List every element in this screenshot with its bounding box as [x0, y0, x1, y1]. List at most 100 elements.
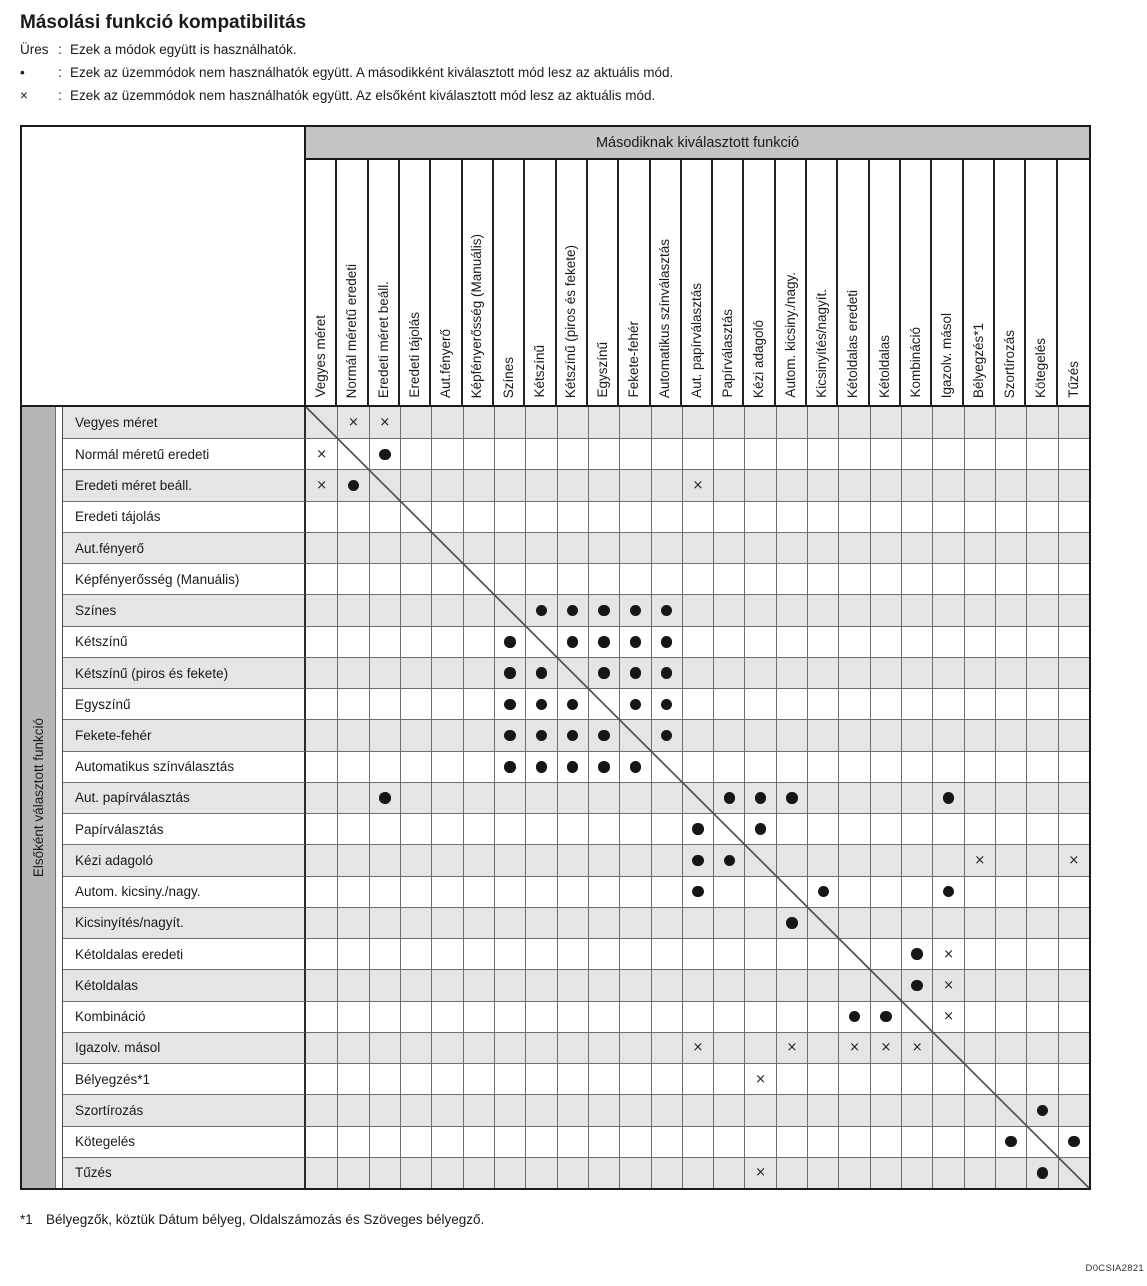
matrix-cell: [368, 469, 400, 501]
matrix-cell: [1057, 906, 1089, 939]
matrix-cell: [901, 875, 933, 907]
matrix-cell: [650, 938, 682, 970]
matrix-cell: [1057, 594, 1089, 626]
matrix-cell: [556, 469, 588, 501]
matrix-cell: [838, 813, 870, 845]
matrix-cell: [681, 500, 714, 532]
row-header: Kötegelés: [63, 1125, 306, 1157]
row-header: Automatikus színválasztás: [63, 750, 306, 782]
matrix-cell: [995, 938, 1027, 970]
matrix-cell: [901, 656, 933, 689]
row-header: Eredeti tájolás: [63, 500, 306, 532]
matrix-cell: [869, 906, 902, 939]
column-header-label: Kétoldalas eredeti: [845, 289, 861, 398]
matrix-cell: [901, 1000, 933, 1032]
matrix-cell: [869, 688, 902, 720]
dot-mark-icon: [786, 917, 798, 929]
matrix-cell: [399, 688, 432, 720]
matrix-cell: [807, 625, 839, 657]
matrix-cell: [901, 813, 933, 845]
matrix-cell: [775, 531, 808, 564]
matrix-cell: [462, 500, 494, 532]
column-header: Igazolv. másol: [932, 160, 964, 407]
matrix-cell: [431, 500, 463, 532]
matrix-cell: [368, 1094, 400, 1126]
matrix-cell: [807, 688, 839, 720]
matrix-cell: [838, 407, 870, 439]
matrix-cell: [838, 500, 870, 532]
matrix-cell: [713, 938, 745, 970]
x-mark-icon: ×: [943, 946, 954, 962]
matrix-cell: [869, 750, 902, 782]
matrix-cell: [901, 969, 933, 1001]
matrix-cell: [869, 813, 902, 845]
dot-mark-icon: [660, 667, 673, 679]
matrix-cell: [619, 594, 651, 626]
matrix-cell: [1026, 438, 1058, 470]
row-header: Eredeti méret beáll.: [63, 469, 306, 501]
matrix-cell: ×: [744, 1156, 776, 1188]
matrix-cell: [399, 469, 432, 501]
matrix-cell: [556, 531, 588, 564]
matrix-cell: [869, 625, 902, 657]
matrix-cell: [775, 1125, 808, 1157]
matrix-cell: [306, 563, 338, 595]
matrix-cell: [932, 813, 964, 845]
matrix-cell: [807, 594, 839, 626]
matrix-cell: [932, 407, 964, 439]
matrix-cell: [775, 750, 808, 782]
matrix-cell: [337, 1156, 369, 1188]
matrix-cell: [901, 781, 933, 814]
column-header: Vegyes méret: [306, 160, 338, 407]
matrix-cell: [337, 688, 369, 720]
matrix-cell: [681, 688, 714, 720]
matrix-cell: [368, 625, 400, 657]
matrix-cell: [431, 1000, 463, 1032]
legend-symbol-blank: Üres: [20, 42, 49, 57]
matrix-cell: [619, 407, 651, 439]
matrix-cell: [963, 938, 996, 970]
row-header: Fekete-fehér: [63, 719, 306, 751]
matrix-cell: [713, 594, 745, 626]
row-header: Képfényerősség (Manuális): [63, 563, 306, 595]
matrix-cell: [807, 1031, 839, 1064]
matrix-cell: [587, 781, 620, 814]
matrix-cell: [963, 407, 996, 439]
matrix-cell: [901, 469, 933, 501]
dot-mark-icon: [566, 698, 579, 711]
matrix-cell: [493, 688, 526, 720]
matrix-cell: [869, 407, 902, 439]
matrix-cell: [869, 1000, 902, 1032]
matrix-cell: [1057, 1063, 1089, 1095]
matrix-cell: [399, 531, 432, 564]
matrix-cell: [775, 1000, 808, 1032]
matrix-cell: [306, 875, 338, 907]
matrix-cell: [995, 969, 1027, 1001]
matrix-cell: [399, 906, 432, 939]
matrix-cell: [493, 594, 526, 626]
matrix-cell: [1026, 813, 1058, 845]
matrix-cell: [775, 656, 808, 689]
matrix-cell: [431, 625, 463, 657]
matrix-cell: [932, 719, 964, 751]
dot-mark-icon: [566, 729, 579, 742]
matrix-cell: [587, 407, 620, 439]
matrix-cell: [587, 531, 620, 564]
matrix-cell: [337, 844, 369, 876]
dot-mark-icon: [629, 761, 642, 773]
matrix-cell: [431, 875, 463, 907]
matrix-cell: [650, 844, 682, 876]
matrix-cell: [306, 719, 338, 751]
matrix-cell: [932, 1063, 964, 1095]
matrix-cell: [838, 1156, 870, 1188]
matrix-cell: [650, 469, 682, 501]
figure-code: D0CSIA2821: [1085, 1263, 1144, 1274]
matrix-cell: [744, 625, 776, 657]
matrix-cell: [650, 1125, 682, 1157]
column-header: Tűzés: [1057, 160, 1089, 407]
matrix-cell: [462, 1094, 494, 1126]
row-header: Egyszínű: [63, 688, 306, 720]
matrix-cell: [587, 688, 620, 720]
column-header-label: Kötegelés: [1033, 337, 1049, 398]
matrix-cell: [995, 531, 1027, 564]
